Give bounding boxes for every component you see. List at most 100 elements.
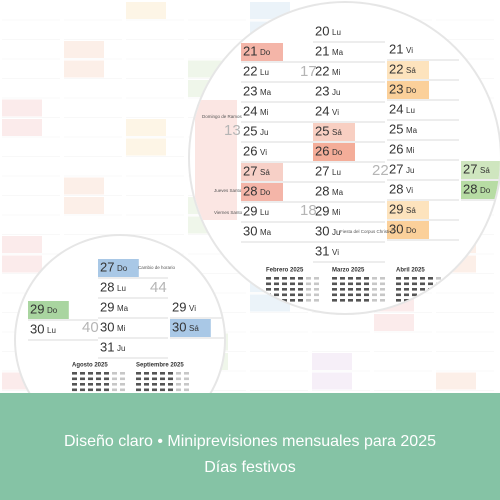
day-number: 30 xyxy=(315,223,329,238)
day-of-week: Lu xyxy=(406,106,415,115)
day-of-week: Ju xyxy=(332,228,340,237)
mini-day xyxy=(396,282,401,286)
day-of-week: Ju xyxy=(406,166,414,175)
mini-day xyxy=(372,299,377,302)
mini-day xyxy=(72,388,77,392)
day-number: 28 xyxy=(389,181,403,196)
day-number: 21 xyxy=(389,41,403,56)
day-number: 30 xyxy=(100,319,114,334)
day-number: 23 xyxy=(243,83,257,98)
day-number: 31 xyxy=(315,243,329,258)
mini-day xyxy=(80,372,85,375)
day-number: 30 xyxy=(30,321,44,336)
mini-day xyxy=(404,288,409,291)
mini-day xyxy=(144,372,149,375)
banner xyxy=(0,393,500,500)
week-number: 44 xyxy=(150,279,167,296)
mini-day xyxy=(80,383,85,386)
mini-day xyxy=(306,282,311,286)
bg-cell xyxy=(126,119,166,136)
mini-day xyxy=(168,377,173,381)
mini-day xyxy=(356,293,361,297)
bg-cell xyxy=(2,119,42,136)
mini-day xyxy=(298,288,303,291)
mini-day xyxy=(88,377,93,381)
week-number: 13 xyxy=(224,122,241,139)
mini-day xyxy=(372,277,377,280)
bg-cell xyxy=(312,372,352,390)
bg-cell xyxy=(2,99,42,117)
mini-day xyxy=(298,282,303,286)
day-number: 29 xyxy=(315,203,329,218)
day-of-week: Do xyxy=(406,226,417,235)
note: Domingo de Ramos xyxy=(202,114,243,119)
day-highlight xyxy=(387,201,429,219)
day-highlight xyxy=(461,181,500,199)
mini-day xyxy=(364,293,369,297)
mini-day xyxy=(306,277,311,280)
day-number: 25 xyxy=(315,123,329,138)
mini-day xyxy=(348,282,353,286)
mini-day xyxy=(144,377,149,381)
day-number: 27 xyxy=(100,259,114,274)
mini-day xyxy=(396,299,401,302)
mini-day xyxy=(396,293,401,297)
day-highlight xyxy=(313,143,355,161)
mini-day xyxy=(274,293,279,297)
mini-day xyxy=(356,299,361,302)
month-title: Septiembre 2025 xyxy=(136,363,184,369)
mini-day xyxy=(420,277,425,280)
mini-day xyxy=(112,383,117,386)
mini-day xyxy=(340,288,345,291)
day-of-week: Lu xyxy=(117,284,126,293)
day-number: 29 xyxy=(243,203,257,218)
mini-day xyxy=(80,388,85,392)
day-number: 28 xyxy=(243,183,257,198)
day-of-week: Ma xyxy=(260,88,272,97)
mini-day xyxy=(380,293,385,297)
note: Viernes Santo xyxy=(214,210,243,215)
mini-day xyxy=(120,388,125,392)
day-number: 27 xyxy=(315,163,329,178)
mini-day xyxy=(266,277,271,280)
mini-day xyxy=(306,288,311,291)
note: Fiesta del Corpus Christi C xyxy=(340,229,395,234)
day-number: 25 xyxy=(243,123,257,138)
day-of-week: Ma xyxy=(332,188,344,197)
day-highlight xyxy=(28,301,69,319)
mini-day xyxy=(88,383,93,386)
day-of-week: Lu xyxy=(332,28,341,37)
day-of-week: Sá xyxy=(189,324,199,333)
mini-day xyxy=(176,372,181,375)
mini-day xyxy=(72,372,77,375)
day-of-week: Lu xyxy=(47,326,56,335)
mini-day xyxy=(372,282,377,286)
mini-day xyxy=(290,288,295,291)
mini-day xyxy=(340,277,345,280)
week-number: 18 xyxy=(300,202,317,219)
bg-cell xyxy=(250,2,290,19)
bg-cell xyxy=(126,138,166,156)
mini-day xyxy=(348,277,353,280)
mini-day xyxy=(404,277,409,280)
day-of-week: Do xyxy=(260,188,271,197)
mini-day xyxy=(412,282,417,286)
mini-day xyxy=(160,372,165,375)
banner-line: Diseño claro • Miniprevisiones mensuales… xyxy=(64,433,436,450)
day-highlight xyxy=(241,43,283,61)
mini-day xyxy=(340,293,345,297)
day-of-week: Ju xyxy=(117,344,125,353)
mini-day xyxy=(160,383,165,386)
day-number: 24 xyxy=(389,101,403,116)
day-of-week: Mi xyxy=(332,68,341,77)
mini-day xyxy=(380,299,385,302)
day-number: 27 xyxy=(243,163,257,178)
day-number: 21 xyxy=(315,43,329,58)
mini-day xyxy=(152,372,157,375)
day-of-week: Do xyxy=(480,186,491,195)
mini-day xyxy=(380,282,385,286)
mini-day xyxy=(372,288,377,291)
mini-day xyxy=(340,282,345,286)
mini-day xyxy=(298,277,303,280)
